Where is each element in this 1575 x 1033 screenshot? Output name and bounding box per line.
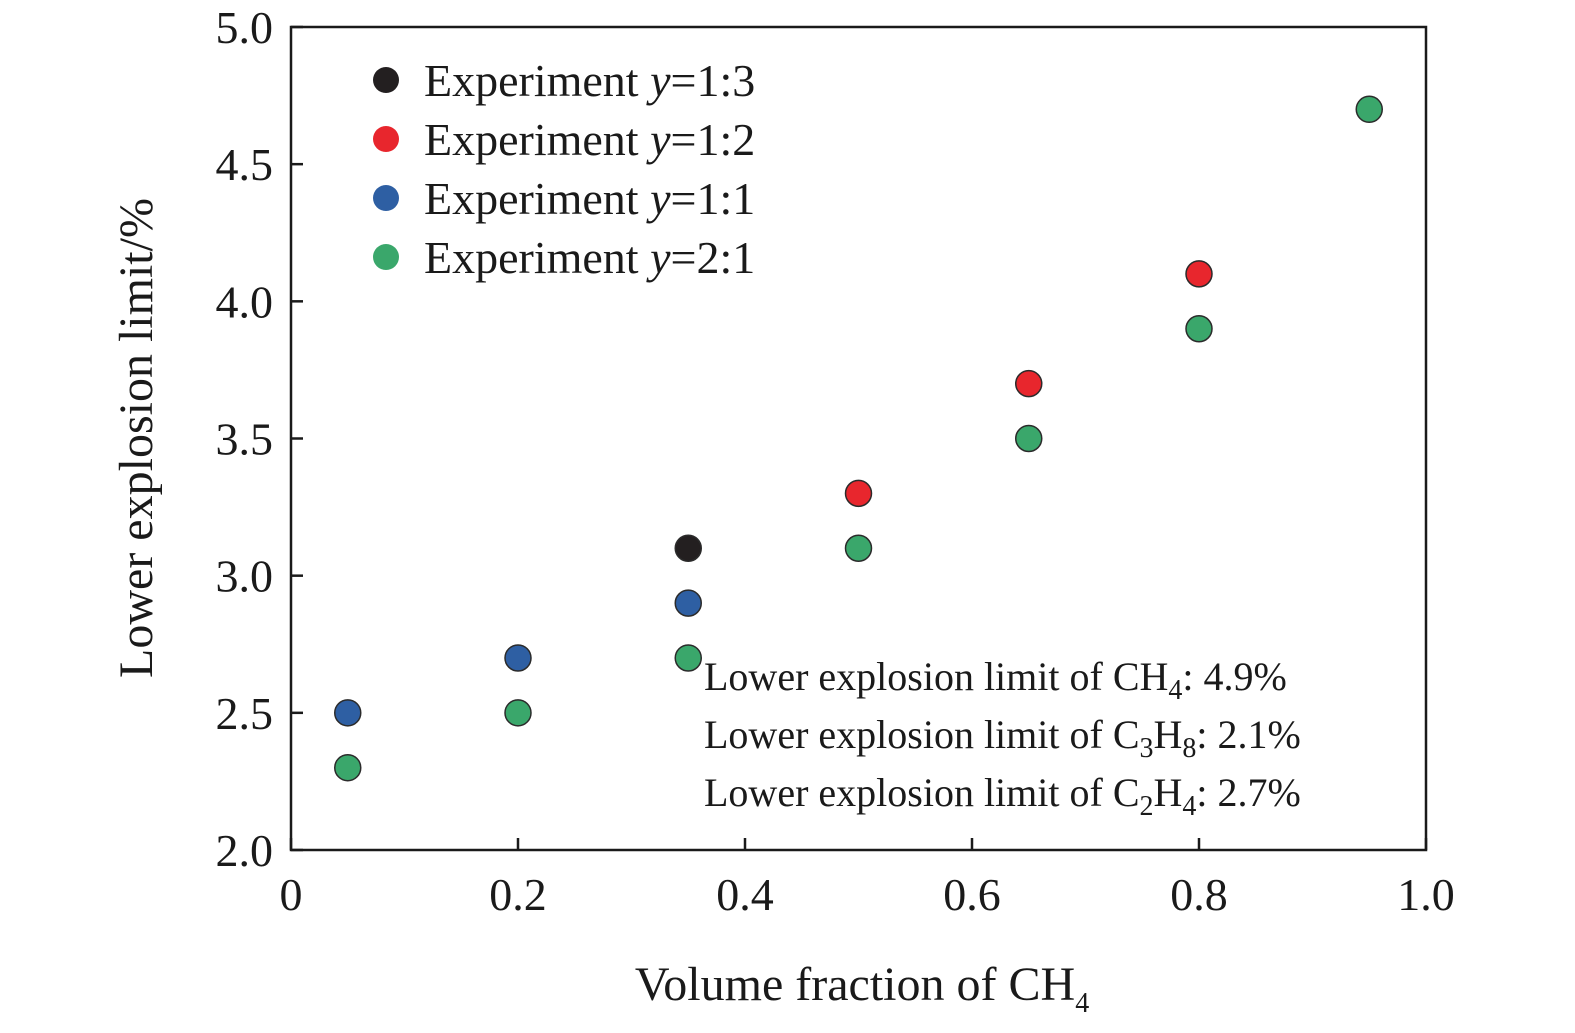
- data-point: [1015, 369, 1043, 398]
- x-axis-title-subscript: 4: [1075, 988, 1089, 1019]
- legend-label: Experiment y=1:1: [424, 173, 755, 224]
- data-point: [844, 479, 873, 508]
- legend-marker: [373, 126, 399, 152]
- y-tick-label: 2.5: [216, 688, 274, 739]
- annotations: Lower explosion limit of CH4: 4.9% Lower …: [704, 654, 1301, 822]
- data-point: [334, 699, 362, 727]
- legend-marker: [373, 244, 399, 270]
- annotation-text: Lower explosion limit of C2H4: 2.7%: [704, 770, 1301, 822]
- data-points: [334, 95, 1383, 782]
- annotation-text: Lower explosion limit of C3H8: 2.1%: [704, 712, 1301, 764]
- data-point: [504, 699, 532, 727]
- y-tick-label: 2.0: [216, 825, 274, 876]
- y-tick-label: 4.0: [216, 276, 274, 327]
- x-tick-label: 0.4: [716, 869, 774, 920]
- x-tick-label: 0: [280, 869, 303, 920]
- x-tick-label: 0.8: [1170, 869, 1228, 920]
- data-point: [504, 644, 532, 672]
- y-axis-title: Lower explosion limit/%: [110, 198, 163, 678]
- x-axis-title: Volume fraction of CH4: [635, 958, 1089, 1019]
- legend-marker: [373, 185, 399, 211]
- legend: Experiment y=1:3 Experiment y=1:2 Experime…: [373, 55, 755, 283]
- data-point: [1185, 260, 1213, 288]
- x-tick-label: 0.6: [943, 869, 1001, 920]
- x-axis: 0 0.2 0.4 0.6 0.8 1.0: [280, 838, 1455, 920]
- data-point: [1355, 95, 1383, 124]
- y-tick-label: 5.0: [216, 2, 274, 53]
- legend-label: Experiment y=1:3: [424, 55, 755, 106]
- data-point: [674, 589, 702, 617]
- data-point: [844, 534, 873, 562]
- annotation-text: Lower explosion limit of CH4: 4.9%: [704, 654, 1287, 706]
- legend-marker: [373, 67, 399, 93]
- y-axis: 2.0 2.5 3.0 3.5 4.0 4.5 5.0: [216, 2, 303, 876]
- legend-label: Experiment y=2:1: [424, 232, 755, 283]
- legend-label: Experiment y=1:2: [424, 114, 755, 165]
- data-point: [1015, 424, 1043, 453]
- x-tick-label: 0.2: [489, 869, 547, 920]
- data-point: [1185, 315, 1213, 343]
- data-point: [674, 534, 702, 562]
- y-tick-label: 4.5: [216, 139, 274, 190]
- y-tick-label: 3.5: [216, 414, 274, 465]
- data-point: [334, 753, 362, 782]
- data-point: [674, 644, 702, 672]
- y-tick-label: 3.0: [216, 551, 274, 602]
- x-axis-title-text: Volume fraction of CH: [635, 958, 1075, 1011]
- x-tick-label: 1.0: [1397, 869, 1455, 920]
